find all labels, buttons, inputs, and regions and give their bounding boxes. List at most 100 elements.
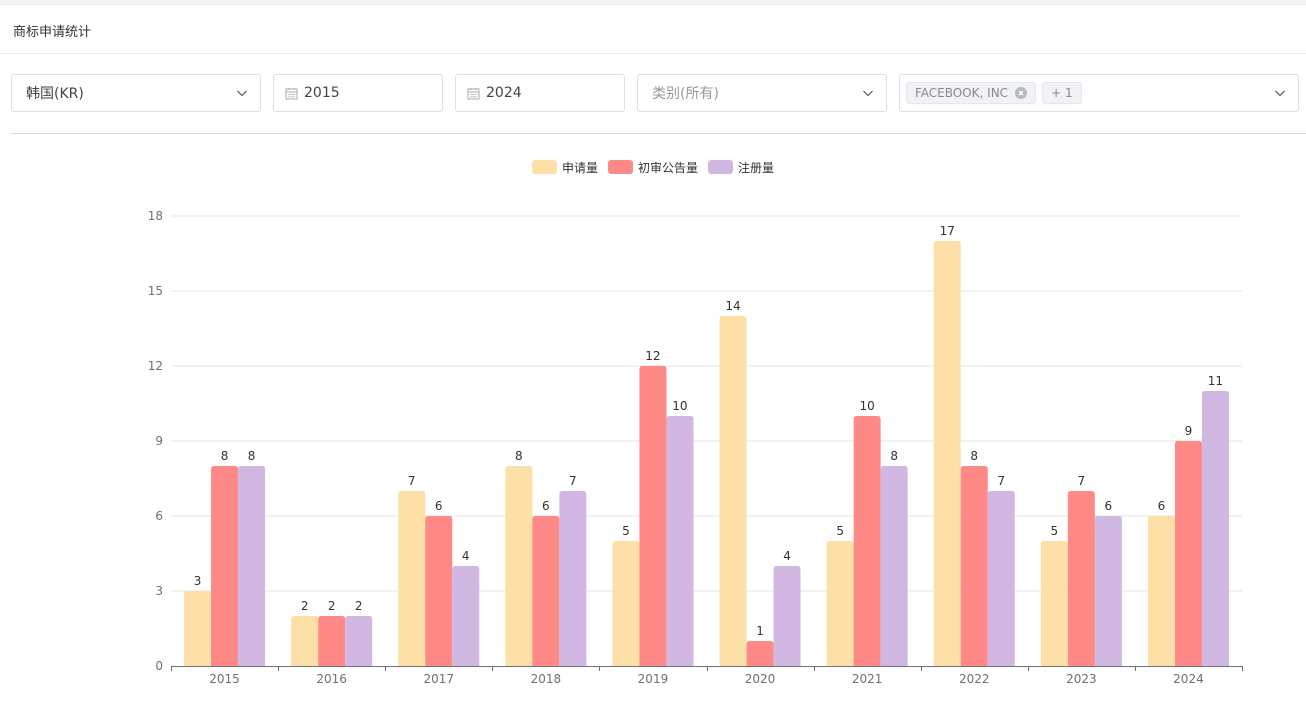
end-year-picker[interactable]: 2024 [455, 74, 625, 112]
bar [987, 491, 1015, 666]
legend-swatch [708, 160, 733, 174]
x-tick-label: 2017 [423, 672, 454, 686]
data-label: 6 [1105, 499, 1113, 513]
bar [639, 366, 667, 666]
applicant-multiselect[interactable]: FACEBOOK, INC + 1 [899, 74, 1299, 112]
legend-swatch [607, 160, 633, 174]
y-tick-label: 18 [148, 209, 163, 223]
data-label: 3 [194, 574, 202, 588]
data-label: 11 [1208, 374, 1223, 388]
data-label: 2 [328, 599, 336, 613]
data-label: 1 [756, 624, 764, 638]
bar [1067, 491, 1095, 666]
applicant-tag: FACEBOOK, INC [906, 82, 1037, 104]
bar [746, 641, 774, 666]
country-select[interactable]: 韩国(KR) [11, 74, 261, 112]
data-label: 5 [622, 524, 630, 538]
bar [1094, 516, 1122, 666]
data-label: 7 [1078, 474, 1086, 488]
applicant-tag-label: FACEBOOK, INC [915, 86, 1009, 100]
calendar-icon [285, 87, 298, 99]
y-tick-label: 15 [148, 284, 163, 298]
y-tick-label: 0 [155, 659, 163, 673]
bar [666, 416, 694, 666]
legend-swatch [531, 160, 557, 174]
bar [184, 591, 212, 666]
x-tick-label: 2023 [1066, 672, 1097, 686]
applicant-more-tag: + 1 [1042, 82, 1082, 104]
title-divider [0, 53, 1306, 54]
x-tick-label: 2016 [316, 672, 347, 686]
legend-item[interactable]: 申请量 [531, 159, 598, 176]
top-border [0, 0, 1306, 5]
data-label: 12 [645, 349, 660, 363]
bar [452, 566, 480, 666]
close-circle-icon[interactable] [1015, 87, 1028, 99]
data-label: 4 [783, 549, 791, 563]
country-select-value: 韩国(KR) [26, 86, 84, 102]
bar [318, 616, 346, 666]
bar [559, 491, 587, 666]
bar [425, 516, 453, 666]
chevron-down-icon [863, 90, 873, 97]
legend-label: 注册量 [738, 160, 775, 175]
bar [933, 241, 961, 666]
x-tick-label: 2022 [959, 672, 990, 686]
bar [1201, 391, 1229, 666]
data-label: 7 [569, 474, 577, 488]
bar [211, 466, 239, 666]
data-label: 10 [860, 399, 875, 413]
x-tick-label: 2021 [852, 672, 883, 686]
legend-label: 申请量 [561, 160, 598, 175]
bar [1174, 441, 1202, 666]
x-tick-label: 2015 [209, 672, 240, 686]
bar [880, 466, 908, 666]
data-label: 8 [970, 449, 978, 463]
bar [612, 541, 640, 666]
data-label: 7 [408, 474, 416, 488]
y-tick-label: 12 [148, 359, 163, 373]
y-tick-label: 6 [155, 509, 163, 523]
y-tick-label: 9 [155, 434, 163, 448]
start-year-picker[interactable]: 2015 [273, 74, 443, 112]
bar [398, 491, 426, 666]
start-year-value: 2015 [304, 85, 340, 101]
end-year-value: 2024 [486, 85, 522, 101]
legend-item[interactable]: 注册量 [708, 159, 774, 176]
bar [773, 566, 801, 666]
data-label: 8 [248, 449, 256, 463]
data-label: 14 [725, 299, 740, 313]
legend-item[interactable]: 初审公告量 [607, 159, 698, 176]
category-select-placeholder: 类别(所有) [652, 86, 719, 102]
y-tick-label: 3 [155, 584, 163, 598]
bar [238, 466, 266, 666]
data-label: 4 [462, 549, 470, 563]
data-label: 5 [836, 524, 844, 538]
bar [1147, 516, 1175, 666]
bar [345, 616, 373, 666]
bar [1040, 541, 1068, 666]
bar [719, 316, 747, 666]
data-label: 2 [355, 599, 363, 613]
data-label: 2 [301, 599, 309, 613]
bar [532, 516, 560, 666]
data-label: 6 [542, 499, 550, 513]
data-label: 7 [997, 474, 1005, 488]
legend-label: 初审公告量 [637, 160, 698, 175]
data-label: 8 [890, 449, 898, 463]
x-tick-label: 2019 [638, 672, 669, 686]
data-label: 17 [940, 224, 955, 238]
chart-legend: 申请量 初审公告量 注册量 [0, 159, 1306, 175]
filter-divider [11, 133, 1306, 134]
x-tick-label: 2024 [1173, 672, 1204, 686]
calendar-icon [467, 87, 480, 99]
category-select[interactable]: 类别(所有) [637, 74, 887, 112]
chevron-down-icon [237, 90, 247, 97]
bar [826, 541, 854, 666]
bar [853, 416, 881, 666]
data-label: 8 [221, 449, 229, 463]
data-label: 9 [1185, 424, 1193, 438]
x-tick-label: 2018 [531, 672, 562, 686]
